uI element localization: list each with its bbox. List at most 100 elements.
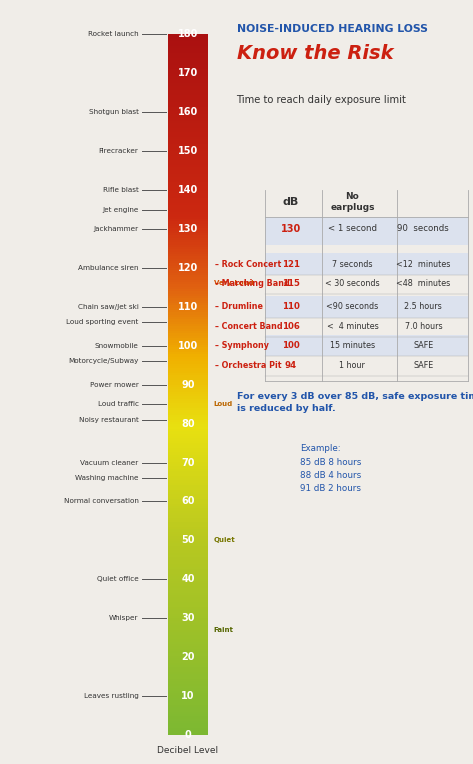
Bar	[168, 704, 208, 707]
Bar	[168, 558, 208, 560]
Bar	[168, 494, 208, 497]
Bar	[168, 478, 208, 481]
Bar	[168, 176, 208, 180]
Text: Leaves rustling: Leaves rustling	[84, 693, 139, 699]
Text: For every 3 dB over 85 dB, safe exposure time
is reduced by half.: For every 3 dB over 85 dB, safe exposure…	[236, 393, 473, 413]
Bar	[168, 147, 208, 149]
Bar	[168, 613, 208, 616]
Bar	[168, 639, 208, 642]
Bar	[168, 455, 208, 457]
Bar	[168, 116, 208, 118]
Text: Example:
85 dB 8 hours
88 dB 4 hours
91 dB 2 hours: Example: 85 dB 8 hours 88 dB 4 hours 91 …	[300, 445, 362, 493]
Text: <  4 minutes: < 4 minutes	[326, 322, 378, 331]
Bar	[168, 377, 208, 380]
Text: Washing machine: Washing machine	[75, 475, 139, 481]
Text: 121: 121	[282, 260, 300, 268]
Bar	[168, 724, 208, 726]
Bar	[168, 562, 208, 565]
Bar	[168, 466, 208, 469]
Bar	[168, 511, 208, 513]
Text: Power mower: Power mower	[90, 382, 139, 387]
Bar	[168, 448, 208, 450]
Bar	[168, 214, 208, 216]
Bar	[168, 308, 208, 310]
Bar	[168, 380, 208, 382]
Bar	[168, 293, 208, 296]
Bar	[168, 707, 208, 709]
Bar	[168, 134, 208, 137]
Text: SAFE: SAFE	[413, 361, 433, 370]
Bar	[168, 672, 208, 675]
Bar	[168, 382, 208, 385]
Text: 160: 160	[178, 107, 198, 117]
Bar	[168, 527, 208, 529]
Bar	[168, 534, 208, 536]
Bar	[168, 487, 208, 490]
Bar	[168, 233, 208, 235]
Bar	[168, 291, 208, 293]
Bar	[168, 300, 208, 303]
Bar	[168, 439, 208, 441]
Text: <12  minutes: <12 minutes	[396, 260, 450, 268]
Bar	[168, 501, 208, 503]
Bar	[168, 170, 208, 172]
Bar	[168, 574, 208, 576]
Bar	[168, 469, 208, 471]
Text: Very Loud: Very Loud	[214, 280, 254, 286]
Bar	[168, 432, 208, 434]
Bar	[168, 417, 208, 419]
Bar	[168, 709, 208, 711]
Bar	[168, 90, 208, 92]
Bar	[168, 399, 208, 401]
Bar	[168, 303, 208, 306]
Bar	[168, 503, 208, 506]
Bar	[168, 397, 208, 399]
Bar	[168, 319, 208, 322]
Bar	[168, 56, 208, 58]
Bar	[168, 335, 208, 338]
Bar	[168, 132, 208, 134]
Bar	[168, 728, 208, 730]
Bar	[168, 102, 208, 105]
Text: Faint: Faint	[214, 627, 234, 633]
Bar	[168, 675, 208, 677]
Bar	[168, 247, 208, 249]
Bar	[168, 137, 208, 140]
Bar	[168, 74, 208, 76]
Text: Shotgun blast: Shotgun blast	[88, 109, 139, 115]
Bar	[168, 151, 208, 154]
Bar	[168, 222, 208, 224]
Bar	[168, 485, 208, 487]
Bar	[168, 548, 208, 551]
Bar	[168, 205, 208, 207]
Bar	[168, 123, 208, 125]
Text: dB: dB	[283, 197, 299, 207]
Text: 90: 90	[181, 380, 195, 390]
Bar	[168, 144, 208, 147]
Bar	[168, 198, 208, 200]
Bar	[168, 219, 208, 222]
Bar	[168, 408, 208, 410]
Bar	[168, 691, 208, 693]
Bar	[168, 149, 208, 151]
Bar	[168, 280, 208, 282]
Bar	[168, 39, 208, 41]
Bar	[168, 118, 208, 121]
Bar	[168, 345, 208, 348]
Bar	[168, 160, 208, 163]
Bar	[168, 79, 208, 81]
Bar	[168, 235, 208, 238]
Bar	[168, 429, 208, 432]
Bar	[168, 695, 208, 698]
Bar	[168, 228, 208, 231]
Bar	[168, 593, 208, 595]
Text: 115: 115	[282, 279, 300, 288]
Bar	[168, 567, 208, 569]
Bar	[168, 392, 208, 394]
Bar	[168, 200, 208, 202]
Bar	[168, 46, 208, 48]
Bar	[168, 261, 208, 264]
Text: Chain saw/Jet ski: Chain saw/Jet ski	[78, 304, 139, 310]
Bar	[168, 81, 208, 83]
Bar	[168, 315, 208, 317]
